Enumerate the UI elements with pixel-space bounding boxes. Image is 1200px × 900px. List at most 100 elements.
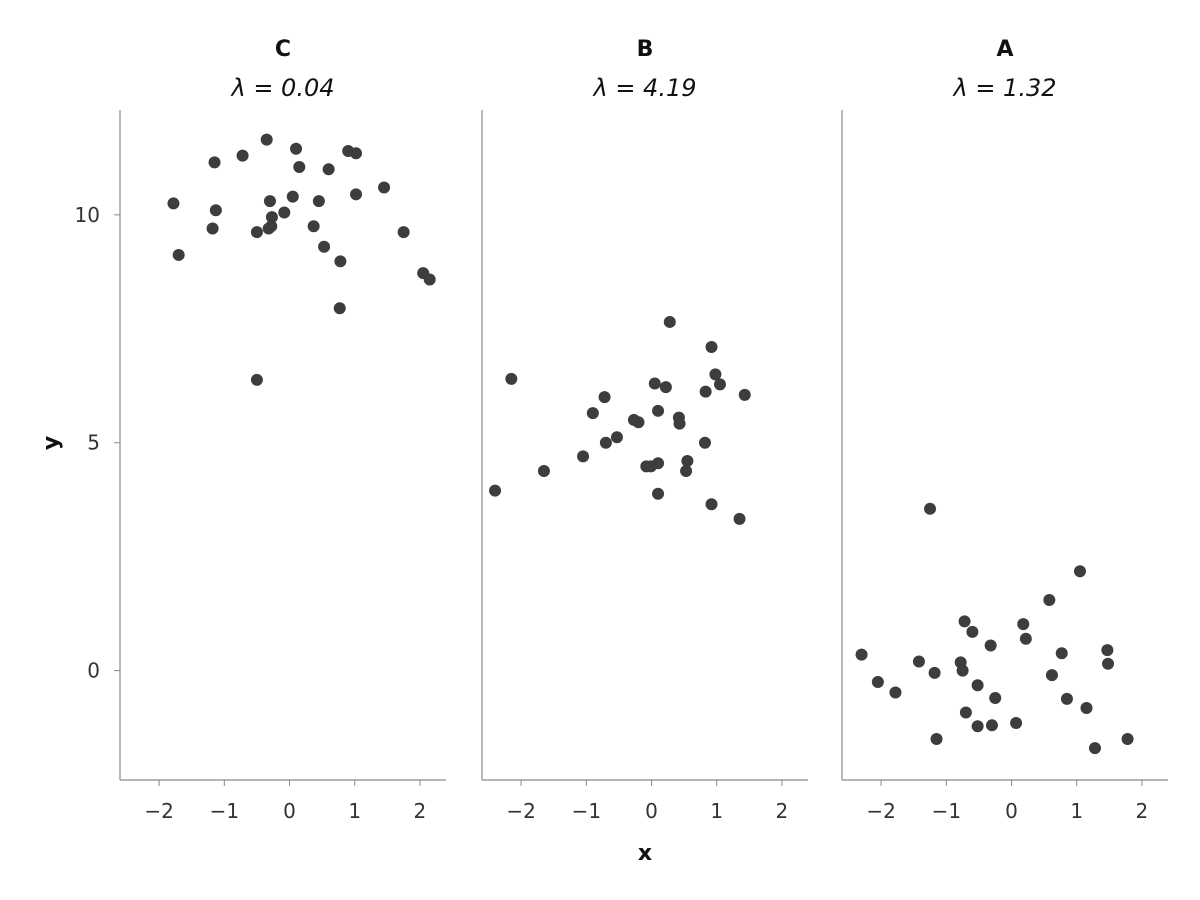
panel-3-point-25	[1010, 717, 1023, 730]
y-axis-title: y	[39, 436, 64, 450]
x-axis-title: x	[638, 841, 652, 866]
panel-2-x-tick-label-4: 1	[710, 799, 723, 823]
panel-1-point-16	[278, 206, 291, 219]
panel-3-point-28	[930, 732, 943, 745]
panel-1-x-tick-label-5: 2	[414, 799, 427, 823]
panel-3-point-26	[985, 719, 998, 732]
panel-3-point-11	[1055, 647, 1068, 660]
panel-3-point-23	[1080, 701, 1093, 714]
panel-1-point-11	[286, 190, 299, 203]
panel-3-point-24	[959, 706, 972, 719]
panel-2-subtitle: λ = 4.19	[591, 74, 696, 102]
panel-2-point-20	[577, 450, 590, 463]
panel-1-point-8	[322, 163, 335, 176]
panel-3-point-4	[958, 615, 971, 628]
panel-2-point-25	[537, 464, 550, 477]
panel-3-point-6	[966, 625, 979, 638]
panel-3-point-29	[1121, 732, 1134, 745]
y-tick-label-3: 10	[75, 203, 100, 227]
panel-1-point-15	[209, 204, 222, 217]
panel-1-point-12	[263, 195, 276, 208]
panel-1-point-22	[250, 226, 263, 239]
panel-2-point-18	[599, 436, 612, 449]
panel-1-point-25	[172, 248, 185, 261]
panel-1-point-10	[350, 188, 363, 201]
panel-2-point-16	[673, 417, 686, 430]
panel-2-x-tick-label-5: 2	[776, 799, 789, 823]
panel-2-point-19	[698, 436, 711, 449]
panel-3-point-27	[971, 720, 984, 733]
panel-2-point-12	[586, 407, 599, 420]
panel-2-point-7	[659, 381, 672, 394]
panel-1-point-17	[265, 211, 278, 224]
panel-3-point-16	[928, 666, 941, 679]
panel-3-point-30	[1088, 742, 1101, 755]
panel-2-point-9	[738, 388, 751, 401]
panel-2-point-11	[652, 404, 665, 417]
panel-1-point-21	[206, 222, 219, 235]
panel-2-title: B	[637, 37, 654, 62]
panel-3-point-2	[1073, 565, 1086, 578]
panel-1-point-26	[334, 255, 347, 268]
panel-2-point-30	[733, 512, 746, 525]
panel-1-x-tick-label-4: 1	[348, 799, 361, 823]
panel-1-x-tick-label-2: −1	[210, 799, 239, 823]
panel-3-x-tick-label-5: 2	[1136, 799, 1149, 823]
panel-1-point-13	[312, 195, 325, 208]
panel-3-point-10	[855, 648, 868, 661]
panel-2-x-tick-label-3: 0	[645, 799, 658, 823]
panel-2-point-29	[705, 498, 718, 511]
panel-1-point-24	[318, 240, 331, 253]
panel-3-point-22	[1060, 692, 1073, 705]
panel-2-point-17	[610, 431, 623, 444]
panel-2-point-24	[644, 460, 657, 473]
panel-3-point-7	[1019, 632, 1032, 645]
y-tick-label-1: 0	[87, 659, 100, 683]
panel-1-point-9	[378, 181, 391, 194]
panel-3-point-3	[1043, 593, 1056, 606]
panel-3-point-1	[924, 502, 937, 515]
panel-1-point-29	[333, 302, 346, 315]
panel-1-point-2	[290, 142, 303, 155]
panel-2-point-21	[681, 454, 694, 467]
panel-2-point-8	[699, 385, 712, 398]
panel-2-x-tick-label-2: −1	[572, 799, 601, 823]
panel-3-point-17	[1045, 669, 1058, 682]
panel-2-point-1	[663, 315, 676, 328]
panel-3-point-12	[912, 655, 925, 668]
panel-2-point-2	[705, 341, 718, 354]
panel-3-x-tick-label-4: 1	[1070, 799, 1083, 823]
panel-2-point-27	[489, 484, 502, 497]
panel-1-point-1	[260, 133, 273, 146]
panel-2-x-tick-label-1: −2	[506, 799, 535, 823]
panel-3-point-21	[989, 691, 1002, 704]
panel-3-point-8	[984, 639, 997, 652]
panel-2-point-4	[505, 372, 518, 385]
panel-3-point-20	[889, 686, 902, 699]
panel-2-point-26	[680, 464, 693, 477]
panel-3-point-15	[956, 664, 969, 677]
panel-3-x-tick-label-3: 0	[1005, 799, 1018, 823]
panel-2-point-15	[632, 416, 645, 429]
panel-1-point-18	[307, 220, 320, 233]
panel-1-x-tick-label-1: −2	[144, 799, 173, 823]
panel-2-point-3	[709, 368, 722, 381]
panel-1-point-14	[167, 197, 180, 210]
panel-1-point-6	[208, 156, 221, 169]
panel-3-subtitle: λ = 1.32	[951, 74, 1056, 102]
panel-3-point-5	[1017, 618, 1030, 631]
panel-3-x-tick-label-1: −2	[866, 799, 895, 823]
panel-3-point-9	[1101, 644, 1114, 657]
panel-1-point-30	[250, 373, 263, 386]
panel-3-point-18	[871, 676, 884, 689]
panel-2-point-28	[652, 487, 665, 500]
panel-1-point-28	[423, 273, 436, 286]
panel-3-point-14	[1102, 657, 1115, 670]
panel-2-point-6	[713, 378, 726, 391]
panel-3-point-19	[971, 679, 984, 692]
panel-3-title: A	[996, 37, 1013, 62]
y-tick-label-2: 5	[87, 431, 100, 455]
panel-3-x-tick-label-2: −1	[932, 799, 961, 823]
